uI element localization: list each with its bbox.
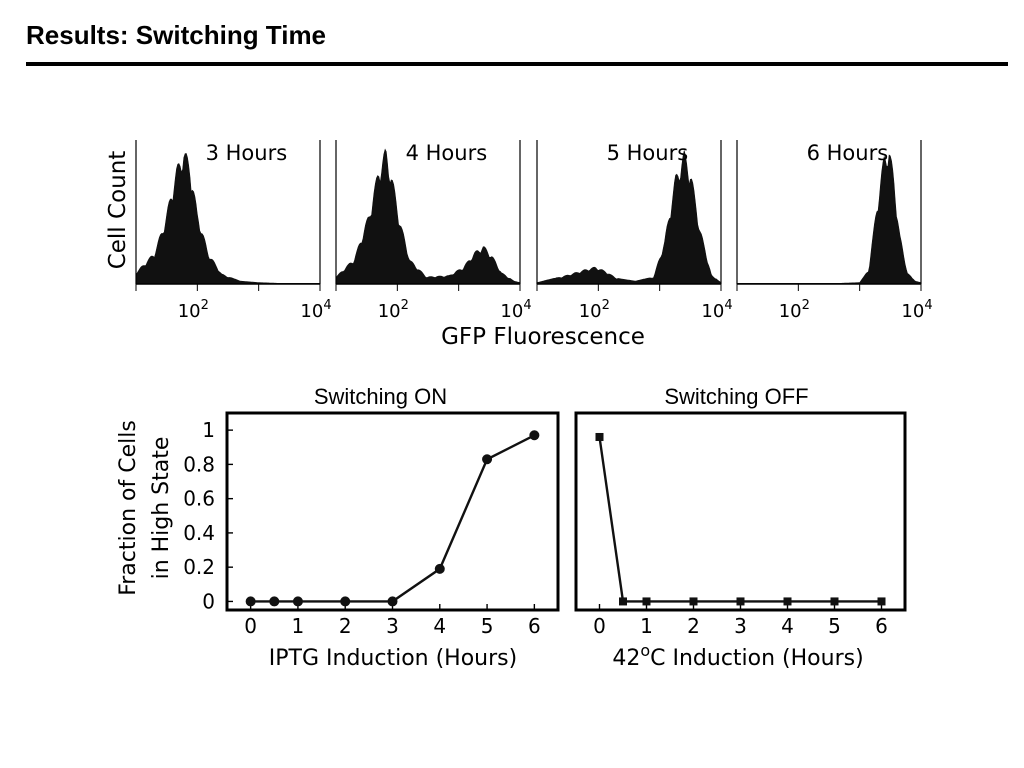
line-y-label-1: Fraction of Cells — [116, 420, 141, 596]
x-tick-label: 6 — [875, 614, 888, 638]
data-point — [595, 432, 604, 441]
histogram-bars — [736, 154, 922, 285]
data-point — [877, 597, 886, 606]
histogram-tick-label: 102 — [779, 298, 810, 322]
histogram-title: 4 Hours — [406, 141, 488, 165]
histogram-tick-label: 102 — [378, 298, 409, 322]
tick-base: 10 — [779, 301, 802, 322]
data-point — [642, 597, 651, 606]
tick-base: 10 — [500, 301, 523, 322]
y-tick-label: 0.4 — [183, 521, 215, 545]
data-point — [292, 596, 303, 607]
tick-exponent: 2 — [602, 298, 610, 313]
y-tick-label: 0.6 — [183, 487, 215, 511]
histogram-title: 6 Hours — [807, 141, 889, 165]
line-panel: Switching ON 0 1 2 3 4 5 6 0 0.2 0.4 0.6 0.8 1 — [183, 384, 560, 638]
data-point — [482, 454, 493, 465]
histogram-tick-label: 102 — [579, 298, 610, 322]
histogram-tick-label: 104 — [901, 298, 932, 322]
data-point — [269, 596, 280, 607]
x-tick-label: 1 — [640, 614, 653, 638]
x-label-off-superscript: o — [640, 641, 650, 660]
tick-exponent: 4 — [724, 298, 732, 313]
x-label-on: IPTG Induction (Hours) — [269, 646, 517, 671]
plot-frame — [574, 411, 907, 612]
y-tick-label: 0 — [202, 589, 215, 613]
histogram-title: 5 Hours — [607, 141, 689, 165]
x-label-off: 42oC Induction (Hours) — [612, 641, 863, 671]
data-point — [529, 430, 540, 441]
tick-base: 10 — [300, 301, 323, 322]
histogram-bars — [335, 148, 521, 285]
x-tick-label: 2 — [339, 614, 352, 638]
x-tick-label: 3 — [386, 614, 399, 638]
x-label-off-rest: C Induction (Hours) — [650, 646, 864, 671]
histogram-tick-label: 104 — [701, 298, 732, 322]
line-panels: Switching ON0 1 2 3 4 5 600.20.40.60.81Switchi… — [183, 384, 907, 638]
tick-base: 10 — [579, 301, 602, 322]
tick-exponent: 2 — [802, 298, 810, 313]
histogram-title: 3 Hours — [206, 141, 288, 165]
data-point — [245, 596, 256, 607]
x-tick-label: 0 — [593, 614, 606, 638]
line-panel: Switching OFF 0 1 2 3 4 5 6 — [574, 384, 907, 638]
data-point — [434, 563, 445, 574]
data-point — [689, 597, 698, 606]
x-tick-label: 4 — [433, 614, 446, 638]
slide-title: Results: Switching Time — [26, 20, 327, 50]
data-point — [783, 597, 792, 606]
tick-base: 10 — [378, 301, 401, 322]
plot-frame — [225, 411, 560, 612]
x-label-off-value: 42 — [612, 646, 640, 671]
title-rule — [26, 62, 1008, 66]
histogram-tick-label: 104 — [500, 298, 531, 322]
histogram-x-label: GFP Fluorescence — [441, 324, 645, 350]
histogram-bars — [135, 153, 321, 285]
series-line — [598, 436, 882, 603]
histogram-tick-label: 104 — [300, 298, 331, 322]
tick-exponent: 2 — [401, 298, 409, 313]
data-point — [340, 596, 351, 607]
tick-exponent: 4 — [323, 298, 331, 313]
data-point — [736, 597, 745, 606]
plot-title: Switching OFF — [664, 384, 808, 409]
x-tick-label: 1 — [292, 614, 305, 638]
x-tick-label: 2 — [687, 614, 700, 638]
data-point — [830, 597, 839, 606]
plot-title: Switching ON — [314, 384, 447, 409]
tick-base: 10 — [701, 301, 724, 322]
x-tick-label: 5 — [828, 614, 841, 638]
x-tick-label: 3 — [734, 614, 747, 638]
x-tick-label: 0 — [244, 614, 257, 638]
tick-exponent: 2 — [201, 298, 209, 313]
tick-base: 10 — [178, 301, 201, 322]
y-tick-label: 1 — [202, 418, 215, 442]
tick-base: 10 — [901, 301, 924, 322]
data-point — [387, 596, 398, 607]
tick-exponent: 4 — [523, 298, 531, 313]
x-tick-label: 5 — [481, 614, 494, 638]
histogram-tick-label: 102 — [178, 298, 209, 322]
histogram-y-label: Cell Count — [105, 151, 131, 270]
histogram-bars — [536, 150, 722, 285]
line-y-label-2: in High State — [149, 437, 174, 580]
data-point — [619, 597, 627, 606]
tick-exponent: 4 — [924, 298, 932, 313]
x-tick-label: 6 — [528, 614, 541, 638]
x-tick-label: 4 — [781, 614, 794, 638]
y-tick-label: 0.2 — [183, 555, 215, 579]
y-tick-label: 0.8 — [183, 452, 215, 476]
